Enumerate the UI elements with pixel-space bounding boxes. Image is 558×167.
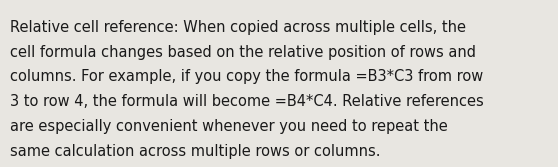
Text: same calculation across multiple rows or columns.: same calculation across multiple rows or…: [10, 144, 381, 159]
Text: columns. For example, if you copy the formula =B3*C3 from row: columns. For example, if you copy the fo…: [10, 69, 483, 85]
Text: Relative cell reference: When copied across multiple cells, the: Relative cell reference: When copied acr…: [10, 20, 466, 35]
Text: are especially convenient whenever you need to repeat the: are especially convenient whenever you n…: [10, 119, 448, 134]
Text: 3 to row 4, the formula will become =B4*C4. Relative references: 3 to row 4, the formula will become =B4*…: [10, 94, 484, 109]
Text: cell formula changes based on the relative position of rows and: cell formula changes based on the relati…: [10, 45, 476, 60]
